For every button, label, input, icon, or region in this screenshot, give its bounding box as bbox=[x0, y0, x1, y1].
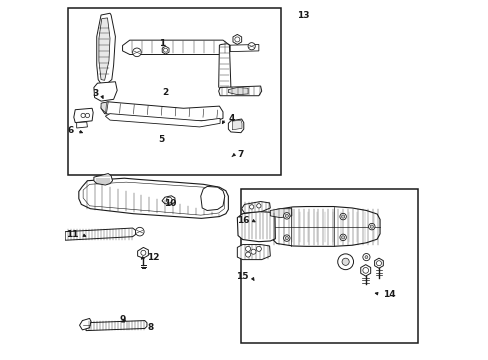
Circle shape bbox=[132, 48, 141, 57]
Circle shape bbox=[364, 256, 367, 258]
Text: 16: 16 bbox=[236, 216, 249, 225]
Text: 11: 11 bbox=[66, 230, 79, 239]
Polygon shape bbox=[137, 247, 148, 258]
Circle shape bbox=[141, 250, 145, 255]
Text: 4: 4 bbox=[228, 114, 234, 123]
Text: 6: 6 bbox=[68, 126, 74, 135]
Circle shape bbox=[81, 113, 85, 118]
Circle shape bbox=[341, 236, 344, 239]
Circle shape bbox=[247, 42, 255, 50]
Circle shape bbox=[285, 214, 288, 217]
Text: 2: 2 bbox=[162, 87, 168, 96]
Polygon shape bbox=[232, 35, 241, 44]
Polygon shape bbox=[94, 174, 112, 185]
Circle shape bbox=[245, 246, 250, 251]
Circle shape bbox=[135, 227, 144, 236]
Bar bbox=[241, 189, 418, 343]
Text: 1: 1 bbox=[159, 39, 165, 48]
Circle shape bbox=[245, 252, 250, 257]
Polygon shape bbox=[218, 44, 230, 90]
Polygon shape bbox=[237, 244, 270, 260]
Text: 3: 3 bbox=[92, 89, 98, 98]
Circle shape bbox=[285, 237, 288, 240]
Circle shape bbox=[368, 224, 374, 230]
Circle shape bbox=[376, 261, 381, 266]
Circle shape bbox=[256, 246, 261, 251]
Polygon shape bbox=[360, 265, 370, 276]
Circle shape bbox=[339, 213, 346, 220]
Polygon shape bbox=[270, 207, 379, 246]
Circle shape bbox=[362, 253, 369, 261]
Polygon shape bbox=[162, 196, 175, 204]
Circle shape bbox=[249, 205, 253, 209]
Circle shape bbox=[341, 258, 348, 265]
Bar bbox=[68, 8, 281, 175]
Polygon shape bbox=[101, 102, 223, 122]
Polygon shape bbox=[97, 13, 115, 85]
Circle shape bbox=[283, 213, 289, 219]
Circle shape bbox=[369, 225, 373, 228]
Polygon shape bbox=[101, 102, 108, 114]
Text: 8: 8 bbox=[147, 323, 154, 332]
Polygon shape bbox=[232, 120, 242, 130]
Polygon shape bbox=[79, 178, 228, 219]
Circle shape bbox=[362, 267, 368, 273]
Polygon shape bbox=[374, 258, 383, 268]
Polygon shape bbox=[65, 228, 135, 240]
Polygon shape bbox=[230, 44, 258, 51]
Polygon shape bbox=[228, 87, 247, 95]
Text: 15: 15 bbox=[236, 272, 248, 281]
Circle shape bbox=[250, 249, 255, 254]
Circle shape bbox=[85, 113, 89, 118]
Text: 12: 12 bbox=[147, 253, 159, 262]
Text: 13: 13 bbox=[297, 11, 309, 20]
Polygon shape bbox=[162, 46, 169, 54]
Text: 9: 9 bbox=[119, 315, 125, 324]
Polygon shape bbox=[122, 40, 230, 54]
Polygon shape bbox=[218, 86, 261, 96]
Circle shape bbox=[234, 37, 239, 42]
Circle shape bbox=[283, 235, 289, 241]
Circle shape bbox=[337, 254, 353, 270]
Circle shape bbox=[256, 204, 261, 208]
Polygon shape bbox=[241, 202, 270, 213]
Text: 7: 7 bbox=[237, 150, 243, 159]
Circle shape bbox=[166, 197, 172, 203]
Circle shape bbox=[163, 48, 167, 52]
Polygon shape bbox=[80, 319, 91, 330]
Polygon shape bbox=[94, 82, 117, 101]
Circle shape bbox=[339, 234, 346, 240]
Text: 5: 5 bbox=[158, 135, 164, 144]
Polygon shape bbox=[105, 114, 220, 127]
Polygon shape bbox=[86, 320, 147, 330]
Polygon shape bbox=[99, 18, 110, 80]
Polygon shape bbox=[228, 119, 244, 133]
Text: 14: 14 bbox=[382, 289, 394, 298]
Text: 10: 10 bbox=[163, 199, 176, 208]
Polygon shape bbox=[237, 212, 275, 242]
Polygon shape bbox=[74, 108, 93, 123]
Circle shape bbox=[341, 215, 344, 218]
Polygon shape bbox=[77, 122, 87, 128]
Polygon shape bbox=[201, 186, 224, 211]
Polygon shape bbox=[270, 209, 291, 218]
